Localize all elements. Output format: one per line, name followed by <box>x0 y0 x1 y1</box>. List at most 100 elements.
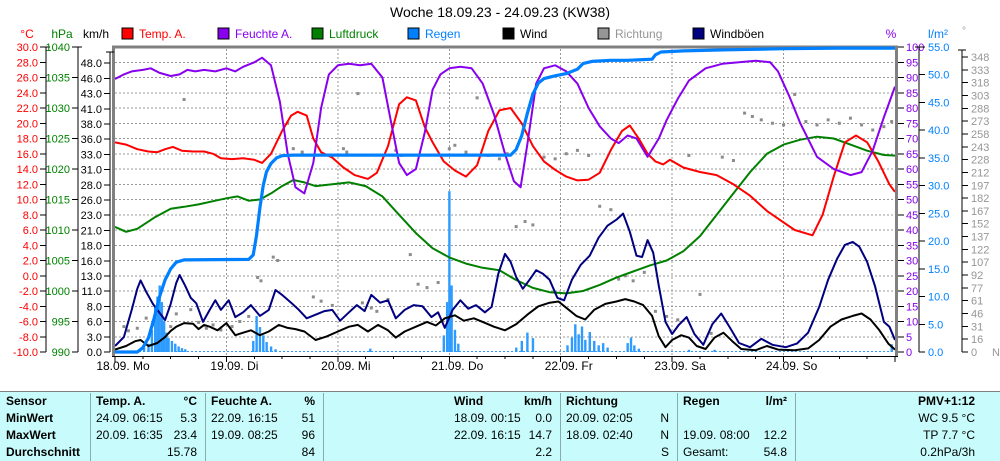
table-separator <box>90 393 91 461</box>
x-axis: 18.09. Mo 19.09. Di 20.09. Mi 21.09. Do 22.0… <box>96 356 896 373</box>
row-label-MinWert: MinWert <box>6 411 54 425</box>
stat-rain-avg-value: 54.8 <box>763 445 787 459</box>
stat-wind-min-when: 18.09. 00:15 <box>454 411 521 425</box>
legend-label-direction: Richtung <box>615 27 662 41</box>
svg-text:50: 50 <box>906 195 918 207</box>
series-Temp. A. <box>115 96 895 237</box>
svg-text:95: 95 <box>906 57 918 69</box>
stat-temp-min-value: 5.3 <box>180 411 197 425</box>
legend-label-pressure: Luftdruck <box>329 27 379 41</box>
legend-swatch-rain <box>407 27 420 40</box>
svg-text:137: 137 <box>971 232 989 244</box>
stat-humidity-avg-value: 84 <box>301 445 315 459</box>
svg-text:65: 65 <box>906 149 918 161</box>
svg-text:20.0: 20.0 <box>17 118 38 130</box>
svg-text:990: 990 <box>52 347 70 359</box>
left-axis-wind: 48.0 46.0 43.0 41.0 38.0 36.0 33.0 31.0 28.0 26.0… <box>81 27 114 359</box>
svg-text:61: 61 <box>971 296 983 308</box>
legend-item-humidity: Feuchte A. <box>217 27 292 41</box>
series-Feuchte A. <box>115 56 895 195</box>
svg-text:1015: 1015 <box>46 195 70 207</box>
svg-text:2.0: 2.0 <box>23 256 38 268</box>
grid <box>115 49 893 356</box>
legend-item-rain: Regen <box>407 27 460 41</box>
svg-text:8.0: 8.0 <box>23 210 38 222</box>
stat-humidity-min-value: 51 <box>301 411 315 425</box>
svg-text:182: 182 <box>971 193 989 205</box>
svg-text:10: 10 <box>906 317 918 329</box>
svg-text:50.0: 50.0 <box>928 70 949 82</box>
svg-text:333: 333 <box>971 65 989 77</box>
svg-text:3.0: 3.0 <box>87 332 102 344</box>
svg-text:23.09. Sa: 23.09. Sa <box>654 359 706 373</box>
svg-text:23.0: 23.0 <box>81 210 102 222</box>
svg-text:70: 70 <box>906 134 918 146</box>
svg-text:5: 5 <box>906 332 912 344</box>
table-separator <box>795 393 796 461</box>
svg-text:1010: 1010 <box>46 225 70 237</box>
stat-temp-max-when: 20.09. 16:35 <box>96 428 163 442</box>
stat-direction-max-value: N <box>660 428 669 442</box>
svg-text:25: 25 <box>906 271 918 283</box>
svg-text:15.0: 15.0 <box>928 264 949 276</box>
svg-text:348: 348 <box>971 52 989 64</box>
axis-header-humidity: % <box>886 27 897 41</box>
svg-text:1035: 1035 <box>46 73 70 85</box>
weather-chart: 18.09. Mo 19.09. Di 20.09. Mi 21.09. Do 22.0… <box>13 26 1000 373</box>
svg-text:28.0: 28.0 <box>17 57 38 69</box>
legend-item-gusts: Windböen <box>692 27 764 41</box>
stat-wind-avg-value: 2.2 <box>535 445 552 459</box>
svg-text:13.0: 13.0 <box>81 271 102 283</box>
svg-text:40: 40 <box>906 225 918 237</box>
svg-text:45.0: 45.0 <box>928 97 949 109</box>
legend-label-gusts: Windböen <box>710 27 764 41</box>
svg-text:0: 0 <box>971 347 977 359</box>
svg-text:5.0: 5.0 <box>928 319 943 331</box>
legend-swatch-humidity <box>217 27 230 40</box>
stat-temp-unit: °C <box>183 394 197 408</box>
svg-text:-2.0: -2.0 <box>19 286 38 298</box>
legend-item-direction: Richtung <box>597 27 662 41</box>
svg-text:46: 46 <box>971 309 983 321</box>
svg-text:122: 122 <box>971 244 989 256</box>
svg-text:77: 77 <box>971 283 983 295</box>
right-axis-rain: 55.0 50.0 45.0 40.0 35.0 30.0 25.0 20.0 15.0 10.0… <box>915 27 949 359</box>
svg-text:16: 16 <box>971 334 983 346</box>
legend-item-pressure: Luftdruck <box>311 27 379 41</box>
svg-text:100: 100 <box>906 42 924 54</box>
series-Luftdruck <box>115 135 895 295</box>
svg-text:318: 318 <box>971 78 989 90</box>
svg-text:26.0: 26.0 <box>17 73 38 85</box>
axis-header-pressure: hPa <box>51 27 73 41</box>
svg-text:26.0: 26.0 <box>81 195 102 207</box>
legend-item-wind: Wind <box>502 27 547 41</box>
stat-rain-avg-label: Gesamt: <box>683 445 729 459</box>
series-Regen (kumuliert) <box>115 46 895 354</box>
extra-line-1: TP 7.7 °C <box>923 428 975 442</box>
extra-title: PMV+1:12 <box>917 394 975 408</box>
svg-text:35: 35 <box>906 240 918 252</box>
axis-header-rain: l/m² <box>928 27 948 41</box>
page-title: Woche 18.09.23 - 24.09.23 (KW38) <box>390 4 610 20</box>
svg-text:303: 303 <box>971 90 989 102</box>
svg-text:18.0: 18.0 <box>81 241 102 253</box>
stat-temp-max-value: 23.4 <box>173 428 197 442</box>
svg-text:30.0: 30.0 <box>17 42 38 54</box>
svg-text:16.0: 16.0 <box>81 256 102 268</box>
svg-text:1030: 1030 <box>46 103 70 115</box>
svg-text:15: 15 <box>906 301 918 313</box>
right-axis-humidity: 1009590858075706560555045403530252015105… <box>886 27 925 359</box>
table-separator <box>205 393 206 461</box>
svg-text:-10.0: -10.0 <box>13 347 38 359</box>
stat-humidity-max-value: 96 <box>301 428 315 442</box>
svg-text:995: 995 <box>52 317 70 329</box>
legend-label-temp: Temp. A. <box>139 27 186 41</box>
svg-text:92: 92 <box>971 270 983 282</box>
svg-text:N: N <box>992 347 1000 359</box>
stat-humidity-unit: % <box>304 394 315 408</box>
svg-text:-4.0: -4.0 <box>19 301 38 313</box>
axis-header-direction: ° <box>962 26 966 37</box>
svg-text:19.09. Di: 19.09. Di <box>210 359 258 373</box>
legend-swatch-pressure <box>311 27 324 40</box>
